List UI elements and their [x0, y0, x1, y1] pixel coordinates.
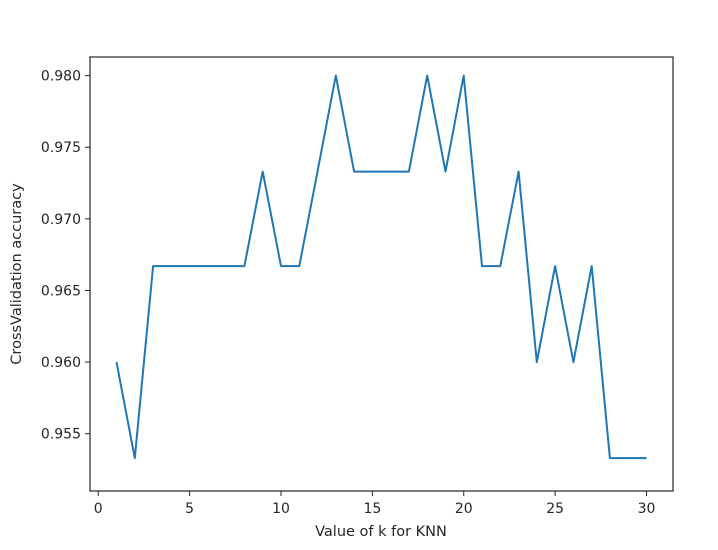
y-tick-label: 0.975: [41, 140, 81, 156]
x-tick-label: 15: [363, 501, 381, 517]
x-tick-label: 20: [455, 501, 473, 517]
y-tick-label: 0.970: [41, 212, 81, 228]
y-tick-label: 0.965: [41, 283, 81, 299]
plot-area: [89, 56, 674, 492]
accuracy-line: [115, 74, 647, 460]
x-axis-label: Value of k for KNN: [315, 524, 447, 540]
x-axis-ticks: 0 5 10 15 20 25 30: [94, 491, 656, 517]
x-tick-label: 0: [94, 501, 103, 517]
x-tick-label: 5: [185, 501, 194, 517]
y-tick-label: 0.980: [41, 69, 81, 85]
y-tick-label: 0.955: [41, 427, 81, 443]
x-tick-label: 10: [272, 501, 290, 517]
y-axis-label: CrossValidation accuracy: [9, 183, 25, 365]
y-axis-ticks: 0.955 0.960 0.965 0.970 0.975 0.980: [41, 69, 90, 443]
y-tick-label: 0.960: [41, 355, 81, 371]
x-tick-label: 30: [638, 501, 656, 517]
x-tick-label: 25: [546, 501, 564, 517]
